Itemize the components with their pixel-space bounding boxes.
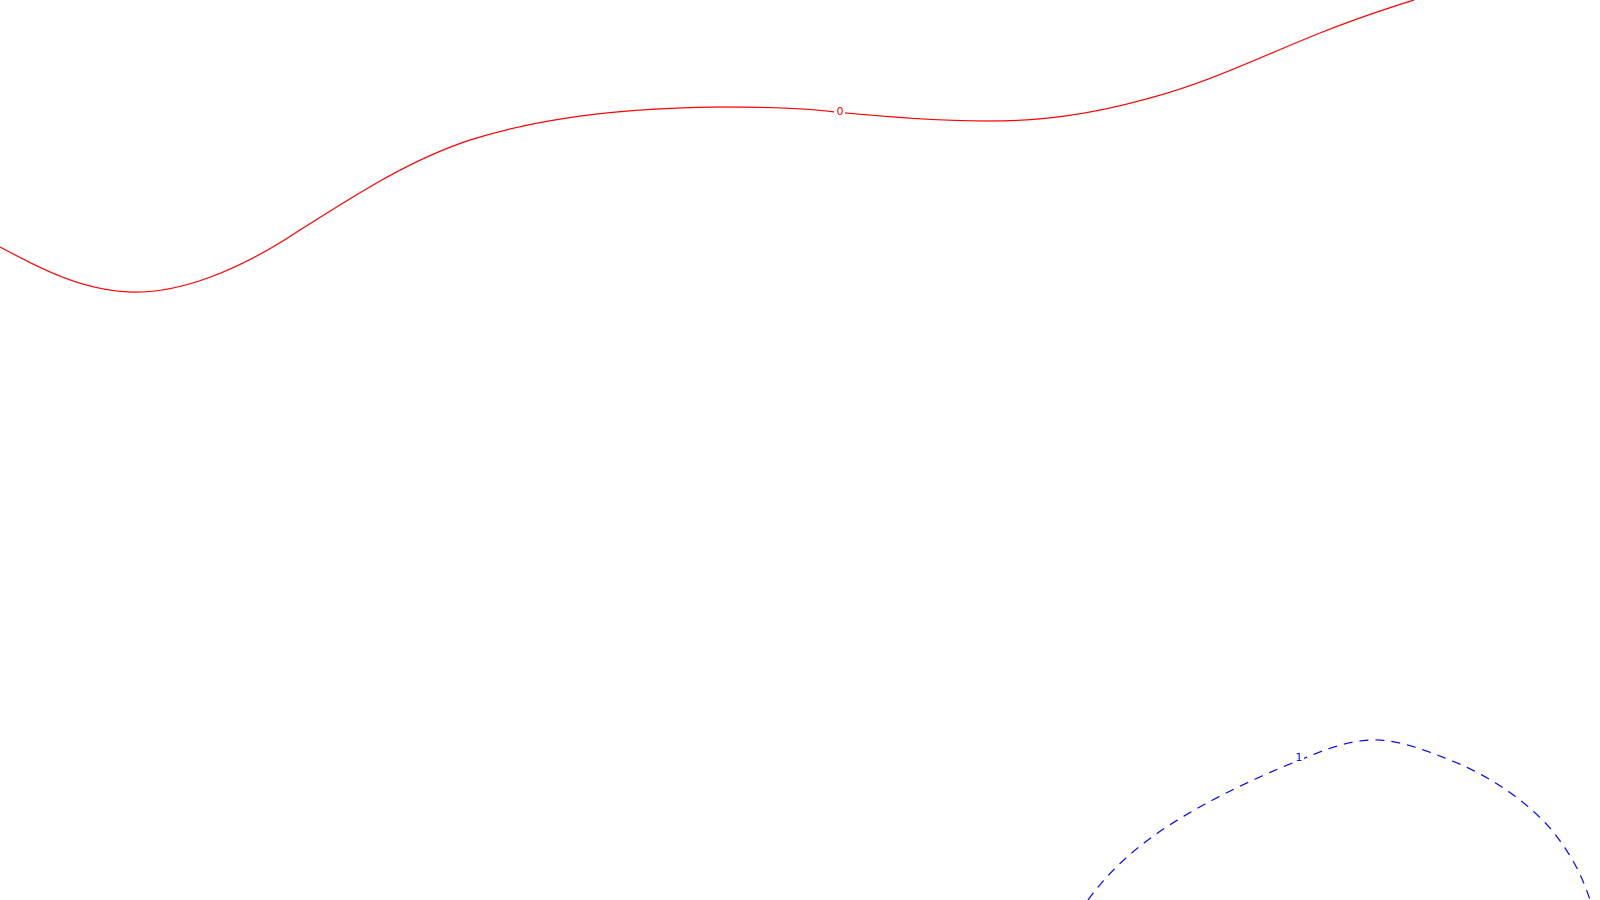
contour-1: 1 [1087, 739, 1591, 900]
contour-line-0 [0, 0, 1415, 293]
contour-label-0: 0 [837, 105, 844, 118]
contour-label-bg-1 [1293, 750, 1304, 764]
contour-label-1: 1 [1296, 751, 1303, 764]
contour-0: 0 [0, 0, 1415, 293]
contour-line-1 [1087, 739, 1591, 900]
contour-label-bg-0 [834, 104, 845, 118]
